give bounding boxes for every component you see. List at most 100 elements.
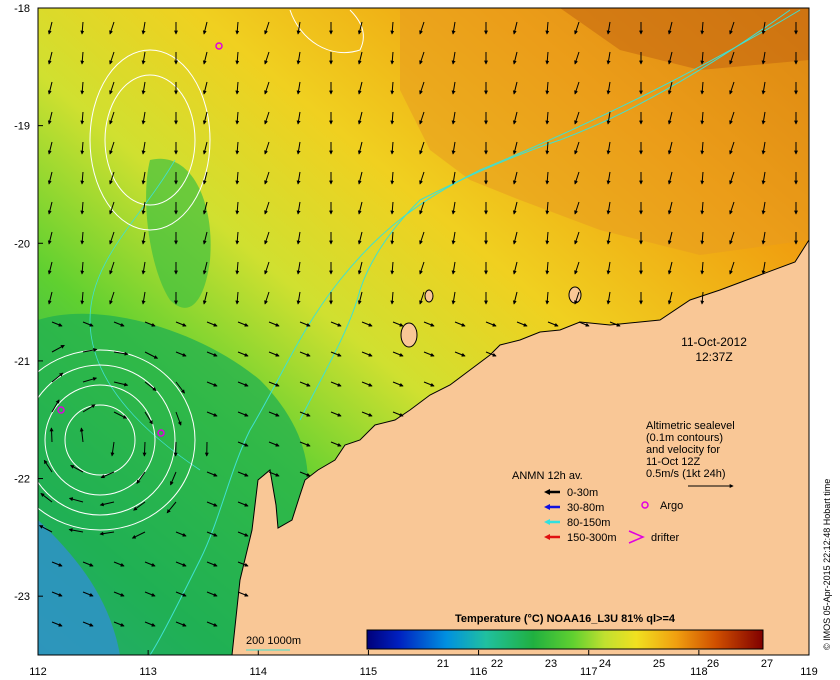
velocity-arrow	[51, 372, 64, 383]
velocity-arrow	[80, 21, 85, 35]
y-tick-label: -22	[14, 474, 30, 486]
velocity-arrow	[109, 81, 115, 95]
velocity-arrow	[144, 561, 156, 567]
velocity-arrow	[206, 321, 218, 327]
velocity-arrow	[142, 441, 147, 457]
coldest-water-region	[38, 520, 120, 655]
velocity-arrow	[545, 291, 550, 305]
velocity-arrow	[357, 81, 363, 95]
velocity-arrow	[144, 621, 156, 627]
velocity-arrow	[51, 561, 63, 567]
velocity-arrow	[700, 51, 705, 65]
velocity-arrow	[606, 171, 611, 185]
velocity-arrow	[296, 81, 301, 95]
velocity-arrow	[113, 591, 125, 597]
velocity-arrow	[202, 171, 208, 185]
velocity-arrow	[545, 21, 550, 35]
velocity-arrow	[729, 201, 735, 215]
velocity-arrow	[82, 377, 98, 383]
longitude-axis: 112 113 114 115 116 117 118 119	[29, 650, 818, 678]
velocity-arrow	[700, 111, 705, 125]
velocity-arrow	[606, 141, 611, 155]
velocity-arrow	[729, 231, 735, 245]
velocity-arrow	[419, 21, 425, 35]
velocity-arrow	[109, 171, 115, 185]
velocity-arrow	[667, 171, 673, 185]
velocity-arrow	[700, 81, 705, 95]
velocity-arrow	[43, 459, 53, 473]
velocity-arrow	[47, 171, 53, 185]
warm-water-region	[400, 8, 809, 255]
velocity-arrow	[144, 321, 156, 327]
velocity-arrow	[51, 621, 63, 627]
velocity-arrow	[51, 321, 63, 327]
velocity-arrow	[606, 111, 611, 125]
velocity-arrow	[296, 51, 301, 65]
velocity-arrow	[80, 51, 85, 65]
velocity-arrow	[144, 351, 159, 359]
velocity-arrow	[237, 501, 249, 507]
velocity-arrow	[454, 321, 466, 327]
colorbar-tick-label: 21	[437, 658, 449, 670]
velocity-arrow	[175, 621, 187, 627]
velocity-arrow	[545, 111, 550, 125]
velocity-arrow	[99, 501, 115, 507]
sealevel-note-line: and velocity for	[646, 444, 720, 456]
velocity-arrow	[392, 411, 404, 417]
velocity-arrow	[361, 411, 373, 417]
island	[424, 289, 434, 303]
velocity-arrow	[131, 531, 146, 539]
velocity-arrow	[237, 321, 249, 327]
x-tick-label: 114	[250, 666, 268, 678]
velocity-arrow	[109, 231, 115, 245]
velocity-arrow	[419, 141, 425, 155]
velocity-arrow	[82, 404, 96, 413]
velocity-arrow	[423, 381, 435, 387]
velocity-arrow	[296, 201, 301, 215]
velocity-arrow	[51, 344, 65, 353]
velocity-arrow	[264, 291, 270, 305]
colorbar-tick-label: 22	[491, 658, 503, 670]
velocity-arrow	[330, 381, 342, 387]
velocity-arrow	[392, 351, 404, 357]
velocity-arrow	[357, 201, 363, 215]
velocity-arrow	[80, 261, 85, 275]
velocity-arrow	[390, 261, 395, 275]
velocity-arrow	[454, 351, 466, 357]
velocity-arrow	[357, 111, 363, 125]
sealevel-contours	[38, 9, 364, 531]
velocity-arrow	[512, 141, 518, 155]
velocity-arrow	[170, 471, 177, 486]
latitude-axis: -18 -19 -20 -21 -22 -23	[14, 3, 43, 603]
velocity-arrow	[264, 81, 270, 95]
velocity-arrow	[206, 591, 218, 597]
velocity-arrow	[606, 51, 611, 65]
velocity-arrow	[110, 441, 115, 457]
y-tick-label: -23	[14, 591, 30, 603]
velocity-arrow	[206, 411, 218, 417]
velocity-arrow	[47, 51, 53, 65]
plot-area	[38, 8, 809, 655]
velocity-arrow	[141, 201, 146, 215]
legend-label: 150-300m	[567, 532, 617, 544]
velocity-arrow	[235, 231, 240, 245]
velocity-arrow	[264, 261, 270, 275]
velocity-arrow	[667, 141, 673, 155]
y-tick-label: -18	[14, 3, 30, 15]
velocity-arrow	[206, 501, 218, 507]
velocity-arrow	[141, 111, 146, 125]
velocity-arrow	[729, 51, 735, 65]
velocity-arrow	[237, 441, 249, 447]
x-tick-label: 119	[800, 666, 818, 678]
velocity-arrow	[761, 231, 766, 245]
velocity-arrow	[141, 81, 146, 95]
velocity-arrow	[419, 231, 425, 245]
velocity-arrow	[574, 141, 580, 155]
velocity-arrow	[206, 621, 218, 627]
colorbar-tick-label: 23	[545, 658, 557, 670]
colorbar-tick-label: 24	[599, 658, 611, 670]
velocity-arrow	[700, 201, 705, 215]
velocity-arrow	[47, 81, 53, 95]
velocity-arrow	[49, 427, 54, 443]
